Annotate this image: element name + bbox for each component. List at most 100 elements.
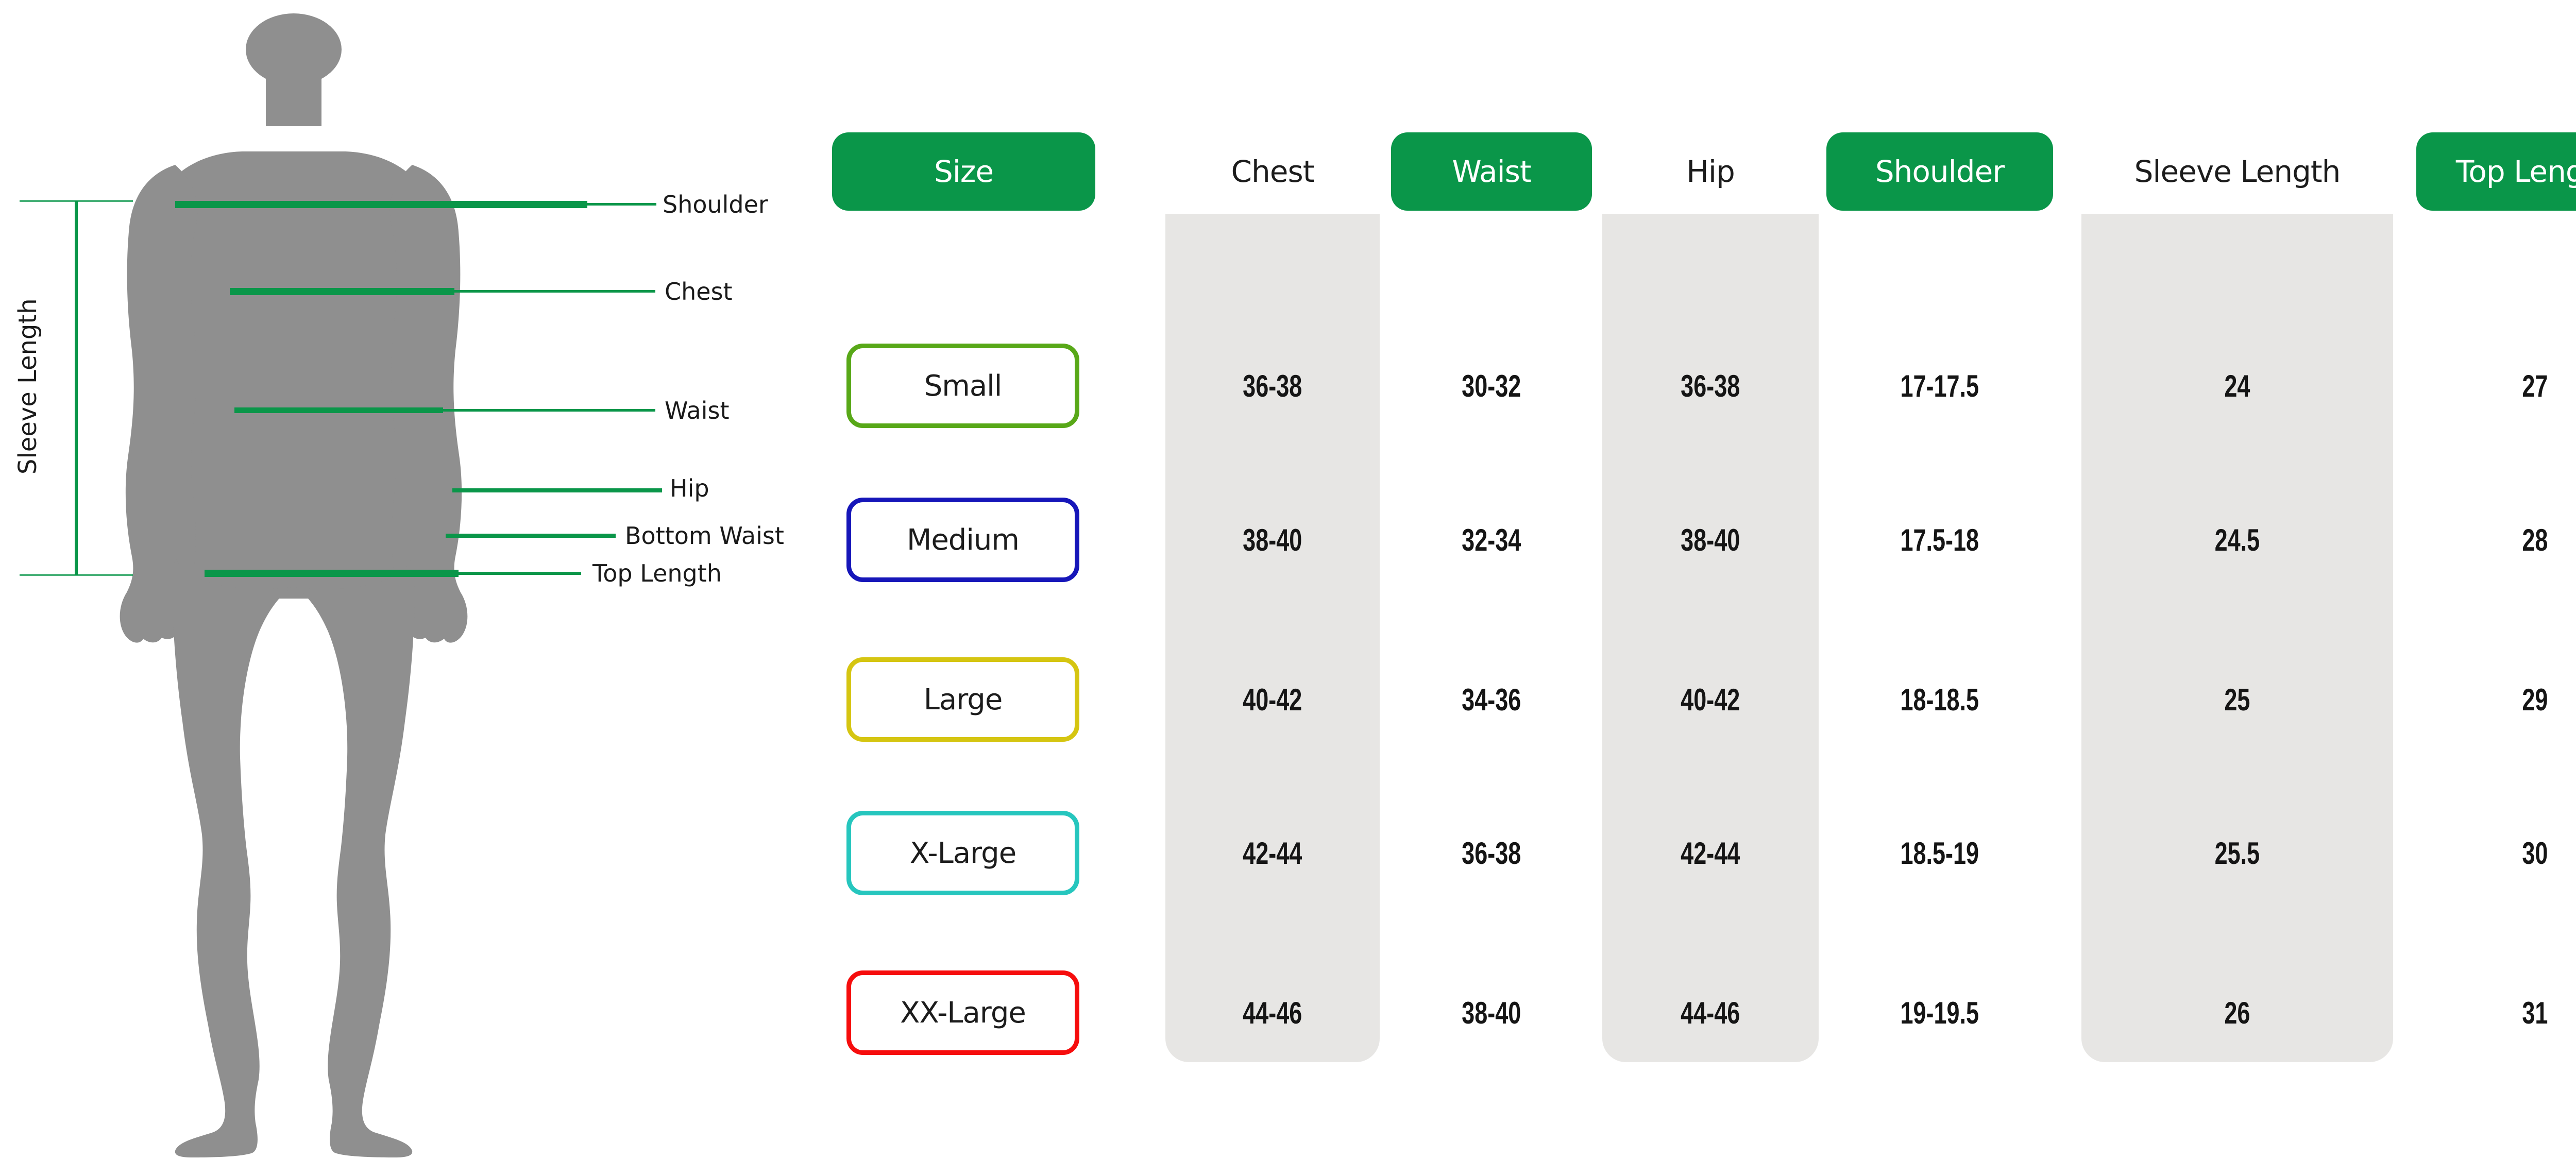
table-cell: 25 [2081,669,2393,730]
chest-line [230,288,454,295]
size-button-xx-large[interactable]: XX-Large [846,970,1079,1055]
table-cell-value: 36-38 [1681,368,1740,403]
column-header-waist: Waist [1391,132,1592,211]
column-header-size: Size [832,132,1095,211]
table-cell: 28 [2416,509,2576,571]
column-header-label: Shoulder [1875,154,2005,189]
table-cell-value: 17-17.5 [1900,368,1979,403]
measurement-label-waist: Waist [665,397,730,424]
table-cell: 17-17.5 [1826,355,2053,417]
column-header-label: Top Length [2455,154,2576,189]
size-button-medium[interactable]: Medium [846,498,1079,582]
table-cell: 31 [2416,982,2576,1044]
measurement-label-chest: Chest [665,278,733,305]
table-cell-value: 30 [2521,836,2548,871]
table-cell: 29 [2416,669,2576,730]
table-cell: 40-42 [1165,669,1380,730]
column-stripe-chest [1165,214,1380,1062]
silhouette-torso [154,151,433,599]
table-cell-value: 44-46 [1681,995,1740,1030]
table-cell-value: 34-36 [1462,682,1521,717]
table-cell-value: 27 [2521,368,2548,403]
column-header-label: Size [934,154,994,189]
size-button-label: X-Large [909,836,1016,870]
table-cell: 38-40 [1391,982,1592,1044]
table-cell: 27 [2416,355,2576,417]
table-cell-value: 17.5-18 [1900,522,1979,557]
silhouette-right-arm [389,165,468,643]
table-cell-value: 38-40 [1243,522,1302,557]
measurement-label-bottom-waist: Bottom Waist [625,522,784,550]
table-cell-value: 42-44 [1243,836,1302,871]
column-header-label: Sleeve Length [2134,154,2341,189]
table-cell-value: 30-32 [1462,368,1521,403]
table-cell: 26 [2081,982,2393,1044]
size-button-small[interactable]: Small [846,344,1079,428]
table-cell: 40-42 [1602,669,1819,730]
table-cell: 42-44 [1165,822,1380,884]
table-cell: 24.5 [2081,509,2393,571]
table-cell: 30-32 [1391,355,1592,417]
silhouette-left-leg [173,556,291,1157]
table-cell: 25.5 [2081,822,2393,884]
column-header-chest: Chest [1165,132,1380,211]
table-cell: 36-38 [1602,355,1819,417]
table-cell: 32-34 [1391,509,1592,571]
sleeve-length-bracket [20,200,133,576]
table-cell: 19-19.5 [1826,982,2053,1044]
table-cell: 44-46 [1165,982,1380,1044]
size-button-label: Large [923,683,1003,717]
chest-line-extension [453,290,655,293]
top-length-line [205,570,459,577]
table-cell: 36-38 [1165,355,1380,417]
waist-line [234,407,443,413]
table-cell-value: 36-38 [1243,368,1302,403]
hip-line [452,488,662,492]
table-cell-value: 25 [2224,682,2250,717]
table-cell-value: 24 [2224,368,2250,403]
bottom-waist-line [446,534,616,538]
table-cell: 38-40 [1165,509,1380,571]
column-header-top-length: Top Length [2416,132,2576,211]
bracket-vertical-line [75,201,78,575]
sleeve-length-vertical-label: Sleeve Length [13,298,42,474]
table-cell: 30 [2416,822,2576,884]
shoulder-line [175,201,587,208]
table-cell-value: 18-18.5 [1900,682,1979,717]
size-button-label: XX-Large [900,996,1026,1030]
table-cell-value: 36-38 [1462,836,1521,871]
table-cell-value: 38-40 [1681,522,1740,557]
table-cell-value: 31 [2521,995,2548,1030]
measurement-label-hip: Hip [670,474,709,502]
size-button-large[interactable]: Large [846,657,1079,742]
size-button-label: Medium [907,523,1020,557]
shoulder-line-extension [585,203,656,206]
table-cell: 42-44 [1602,822,1819,884]
table-cell: 34-36 [1391,669,1592,730]
column-stripe-hip [1602,214,1819,1062]
table-cell-value: 18.5-19 [1900,836,1979,871]
table-cell: 24 [2081,355,2393,417]
table-cell: 18-18.5 [1826,669,2053,730]
table-cell-value: 25.5 [2214,836,2260,871]
measurement-lines [175,201,662,577]
top-length-line-extension [457,572,581,575]
table-cell-value: 26 [2224,995,2250,1030]
table-cell-value: 19-19.5 [1900,995,1979,1030]
table-cell: 38-40 [1602,509,1819,571]
column-stripe-sleeve-length [2081,214,2393,1062]
table-cell-value: 29 [2521,682,2548,717]
table-cell-value: 24.5 [2214,522,2260,557]
table-cell-value: 28 [2521,522,2548,557]
body-silhouette-figure [120,13,468,1157]
table-cell: 44-46 [1602,982,1819,1044]
column-header-label: Hip [1686,154,1735,189]
table-cell-value: 40-42 [1681,682,1740,717]
measurement-label-top-length: Top Length [592,559,722,587]
table-cell: 17.5-18 [1826,509,2053,571]
size-button-label: Small [924,369,1003,403]
size-button-x-large[interactable]: X-Large [846,811,1079,895]
table-cell-value: 42-44 [1681,836,1740,871]
column-header-shoulder: Shoulder [1826,132,2053,211]
